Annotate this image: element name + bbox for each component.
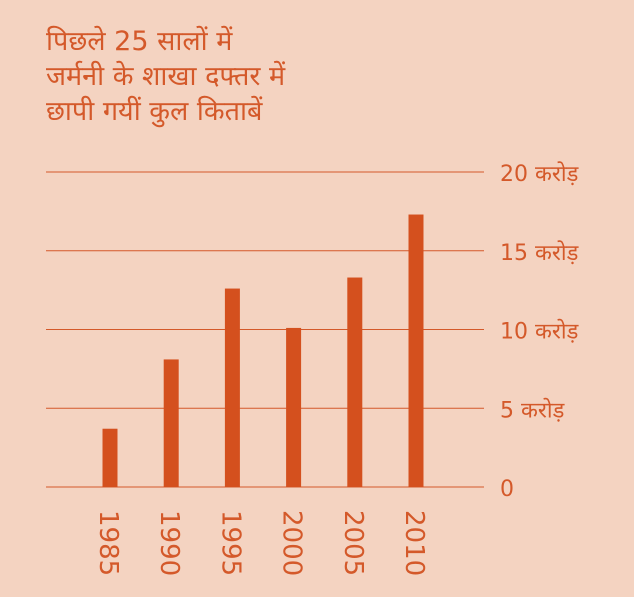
x-tick-label: 1995 xyxy=(215,510,245,576)
x-tick-label: 2010 xyxy=(399,510,429,576)
bar xyxy=(102,428,118,487)
bar xyxy=(224,288,240,487)
bar xyxy=(286,327,302,487)
y-tick-label: 5 करोड़ xyxy=(500,397,565,423)
bar xyxy=(347,277,363,487)
chart-title-line-2: जर्मनी के शाखा दफ्तर में xyxy=(46,61,286,92)
chart-title-line-3: छापी गयीं कुल किताबें xyxy=(46,96,263,127)
bar xyxy=(408,214,424,487)
y-tick-label: 20 करोड़ xyxy=(500,161,579,187)
x-tick-label: 1985 xyxy=(93,510,123,576)
chart-title-line-1: पिछले 25 सालों में xyxy=(46,26,233,57)
y-tick-label: 10 करोड़ xyxy=(500,319,579,345)
y-tick-label: 0 xyxy=(500,477,514,502)
x-tick-label: 2005 xyxy=(338,510,368,576)
chart-title: पिछले 25 सालों में जर्मनी के शाखा दफ्तर … xyxy=(46,24,285,129)
y-tick-label: 15 करोड़ xyxy=(500,240,579,266)
x-tick-label: 2000 xyxy=(277,510,307,576)
bar xyxy=(163,359,179,487)
x-tick-label: 1990 xyxy=(154,510,184,576)
